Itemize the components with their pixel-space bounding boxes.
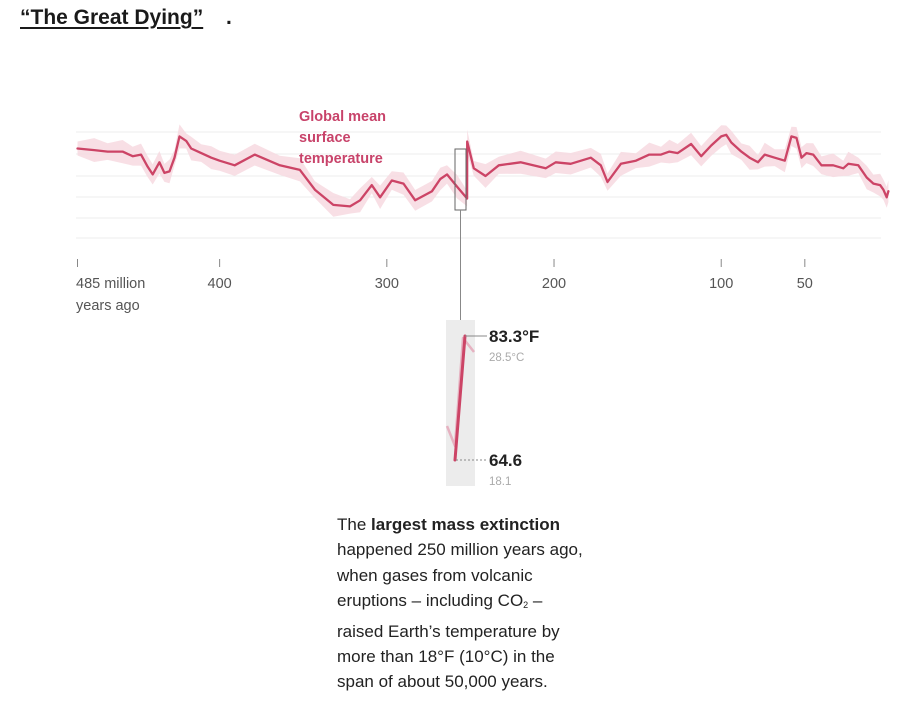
x-tick-label-400: 400 [208,276,232,292]
inset-low-fahrenheit-label: 64.6 [489,451,522,470]
caption-co2-subscript: 2 [523,600,529,611]
inset-low-celsius-label: 18.1 [489,476,511,488]
inset-high-fahrenheit-label: 83.3°F [489,327,539,346]
caption-line-6: more than 18°F (10°C) in the [337,647,555,667]
caption-line-7: span of about 50,000 years. [337,672,548,692]
x-tick-label-line2-485: years ago [76,298,140,314]
caption-line-2: happened 250 million years ago, [337,540,583,560]
caption-line-3: when gases from volcanic [337,565,533,585]
x-tick-label-485: 485 million [76,276,145,292]
caption-line-5: raised Earth’s temperature by [337,621,560,641]
x-tick-label-100: 100 [709,276,733,292]
chart-caption: The largest mass extinction happened 250… [337,512,637,695]
temperature-series-line [76,133,890,208]
uncertainty-band-area [77,124,889,217]
caption-co2-suffix: – [528,591,543,611]
caption-prefix: The [337,515,372,534]
caption-line-1: The largest mass extinction [337,512,637,537]
chart-title-line-1: Global mean [299,109,386,125]
caption-line-4: eruptions – including CO2 – [337,588,637,618]
uncertainty-band [77,124,889,217]
x-tick-label-200: 200 [542,276,566,292]
heading-period: . [226,6,232,29]
inset-high-celsius-label: 28.5°C [489,352,524,364]
zoom-inset-marks [453,334,467,462]
great-dying-link[interactable]: “The Great Dying” [20,6,204,29]
x-tick-label-300: 300 [375,276,399,292]
chart-title-line-2: surface [299,130,351,146]
x-axis: 485 million years ago 400 300 200 100 50 [76,259,813,314]
caption-emphasis: largest mass extinction [371,515,560,534]
inset-spike-line [453,334,467,462]
series-line-layer [76,133,890,208]
chart-title-line-3: temperature [299,151,383,167]
x-tick-label-50: 50 [797,276,813,292]
caption-co2-prefix: eruptions – including CO [337,591,524,611]
